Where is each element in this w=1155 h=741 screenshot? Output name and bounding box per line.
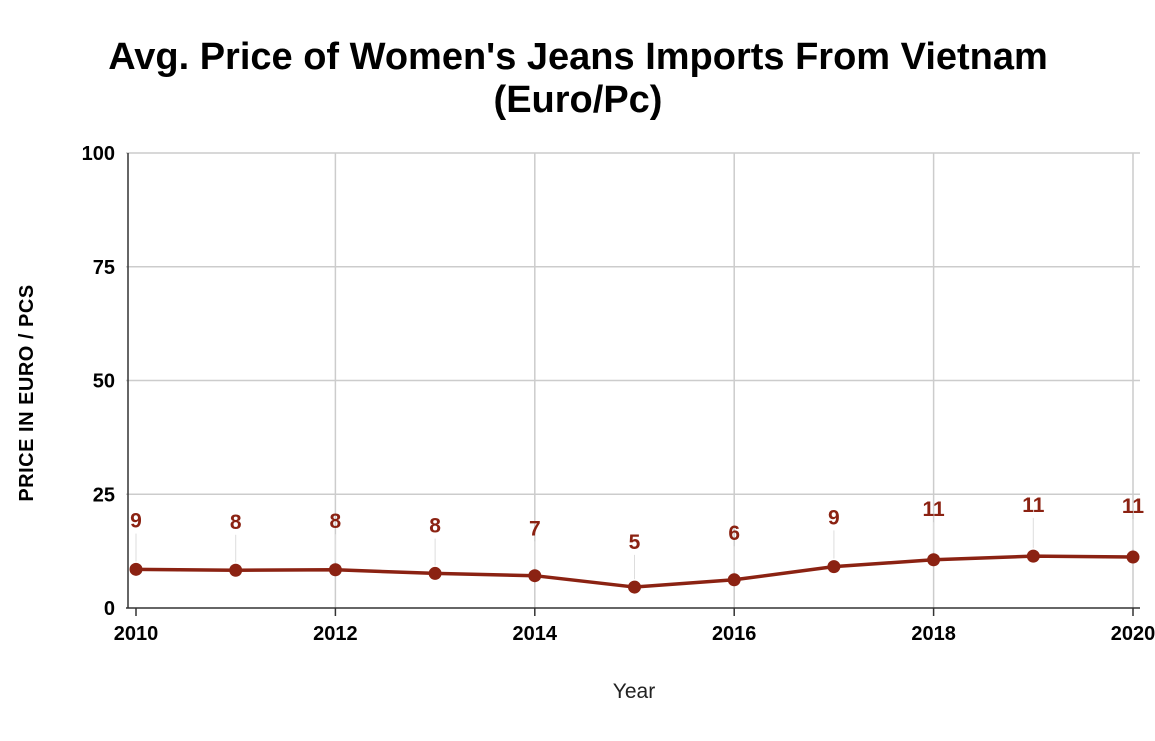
- y-tick-label: 75: [93, 257, 115, 279]
- data-point: [1026, 549, 1040, 563]
- data-label: 11: [922, 498, 945, 521]
- data-label: 6: [728, 522, 740, 545]
- x-tick-label: 2012: [313, 623, 358, 645]
- data-label-leaders: [135, 517, 1134, 580]
- gridlines: [126, 152, 1140, 608]
- y-tick-label: 0: [104, 598, 115, 620]
- chart-title-line-2: (Euro/Pc): [494, 79, 663, 121]
- data-point: [129, 562, 143, 576]
- data-label: 9: [828, 506, 840, 529]
- x-tick-label: 2018: [911, 623, 956, 645]
- data-point: [927, 553, 941, 567]
- data-label: 7: [529, 517, 541, 540]
- axes: [126, 153, 1140, 616]
- x-tick-label: 2016: [712, 623, 757, 645]
- y-tick-label: 100: [82, 143, 115, 165]
- data-point: [827, 560, 841, 574]
- x-axis-title: Year: [613, 680, 655, 703]
- y-tick-label: 50: [93, 371, 115, 393]
- data-label: 9: [130, 510, 142, 533]
- y-axis-title: PRICE IN EURO / PCS: [16, 284, 38, 501]
- data-label: 11: [1022, 494, 1045, 517]
- data-labels: 9 8 8 8 7 5 6 9 11 11 11: [130, 494, 1144, 554]
- series-layer: [129, 549, 1140, 594]
- data-point: [428, 566, 442, 580]
- data-label: 8: [230, 511, 242, 534]
- data-point: [528, 569, 542, 583]
- y-tick-label: 25: [93, 484, 115, 506]
- data-point: [328, 563, 342, 577]
- x-tick-label: 2014: [513, 623, 558, 645]
- data-point: [229, 563, 243, 577]
- data-label: 8: [330, 510, 342, 533]
- data-label: 8: [429, 515, 441, 538]
- y-tick-labels: 0 25 50 75 100: [82, 143, 115, 620]
- data-point: [727, 573, 741, 587]
- x-tick-label: 2010: [114, 623, 159, 645]
- x-tick-label: 2020: [1111, 623, 1155, 645]
- data-label: 11: [1122, 495, 1145, 518]
- data-point: [628, 580, 641, 594]
- data-point: [1126, 550, 1140, 564]
- chart-title-line-1: Avg. Price of Women's Jeans Imports From…: [108, 36, 1048, 78]
- data-label: 5: [629, 531, 641, 554]
- x-tick-labels: 2010 2012 2014 2016 2018 2020: [114, 623, 1155, 645]
